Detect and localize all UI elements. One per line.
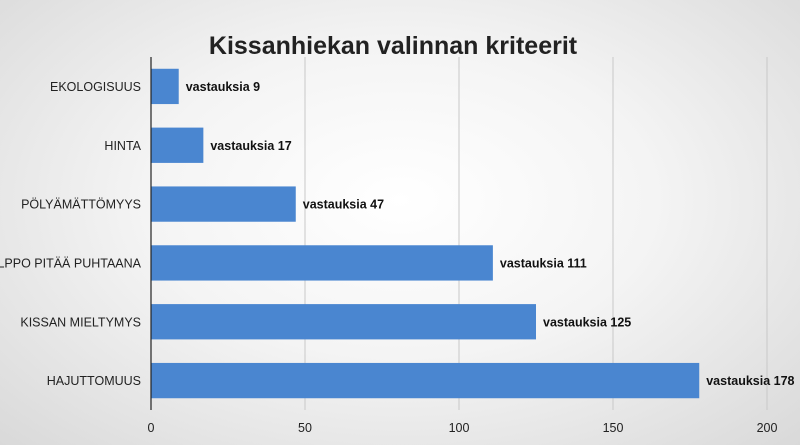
category-label: HELPPO PITÄÄ PUHTAANA: [0, 256, 142, 270]
x-tick-labels: 0 50 100 150 200: [148, 421, 778, 435]
data-label: vastauksia 111: [500, 256, 587, 270]
gridlines: [304, 57, 768, 410]
category-label: KISSAN MIELTYMYS: [20, 315, 141, 329]
category-label: PÖLYÄMÄTTÖMYYS: [21, 198, 141, 212]
x-tick-label: 100: [449, 421, 470, 435]
x-tick-label: 200: [757, 421, 778, 435]
bar: [151, 186, 296, 222]
data-label: vastauksia 178: [706, 374, 794, 388]
category-label: EKOLOGISUUS: [50, 80, 141, 94]
x-tick-label: 150: [603, 421, 624, 435]
data-labels: vastauksia 9 vastauksia 17 vastauksia 47 va…: [186, 80, 795, 388]
chart-title: Kissanhiekan valinnan kriteerit: [209, 32, 578, 60]
bars: [151, 68, 700, 399]
category-label: HAJUTTOMUUS: [47, 374, 141, 388]
data-label: vastauksia 9: [186, 80, 260, 94]
category-labels: EKOLOGISUUS HINTA PÖLYÄMÄTTÖMYYS HELPPO PIT…: [0, 80, 142, 388]
bar: [151, 68, 179, 105]
x-tick-label: 50: [298, 421, 312, 435]
category-label: HINTA: [104, 139, 141, 153]
data-label: vastauksia 47: [303, 198, 384, 212]
bar: [151, 304, 536, 340]
bar: [151, 362, 700, 399]
bar: [151, 127, 204, 163]
bar: [151, 245, 493, 281]
data-label: vastauksia 17: [210, 139, 291, 153]
data-label: vastauksia 125: [543, 315, 631, 329]
x-tick-label: 0: [148, 421, 155, 435]
